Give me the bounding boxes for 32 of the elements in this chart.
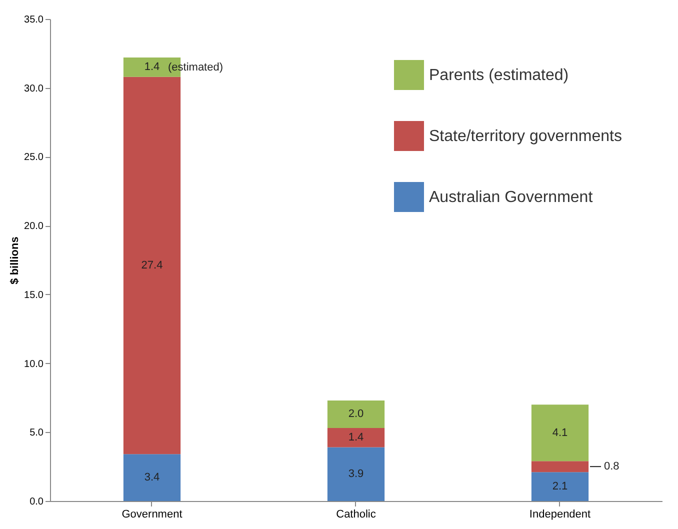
y-tick-label: 0.0 — [30, 496, 44, 508]
x-tick-label: Independent — [529, 508, 591, 520]
bar — [531, 461, 589, 472]
bar — [531, 472, 589, 501]
y-tick-label: 15.0 — [24, 290, 44, 301]
legend-label: Parents (estimated) — [429, 67, 569, 84]
data-label: 3.4 — [144, 472, 160, 484]
data-label: 0.8 — [604, 460, 620, 473]
data-label: 3.9 — [348, 468, 364, 480]
bar — [327, 428, 385, 448]
y-tick-label: 35.0 — [24, 14, 44, 26]
x-tick-label: Government — [122, 508, 182, 520]
y-axis-title: $ billions — [9, 236, 22, 284]
data-label: 4.1 — [552, 426, 568, 439]
bar — [327, 447, 385, 501]
bar — [123, 76, 181, 454]
data-label: 1.4 — [144, 61, 160, 74]
legend-label: Australian Government — [429, 189, 594, 206]
data-label: 2.0 — [348, 408, 364, 420]
data-label: 27.4 — [141, 260, 163, 272]
x-tick-label: Catholic — [336, 508, 376, 520]
legend-label: State/territory governments — [429, 128, 622, 145]
bar — [123, 454, 181, 501]
y-tick-label: 10.0 — [24, 358, 44, 370]
y-tick-label: 30.0 — [24, 83, 44, 94]
data-label: 2.1 — [552, 480, 568, 493]
y-tick-label: 20.0 — [24, 221, 44, 232]
bar — [327, 400, 385, 428]
data-label: 1.4 — [348, 432, 364, 444]
bar — [531, 404, 589, 462]
y-tick-label: 5.0 — [30, 428, 44, 439]
y-tick-label: 25.0 — [24, 152, 44, 164]
